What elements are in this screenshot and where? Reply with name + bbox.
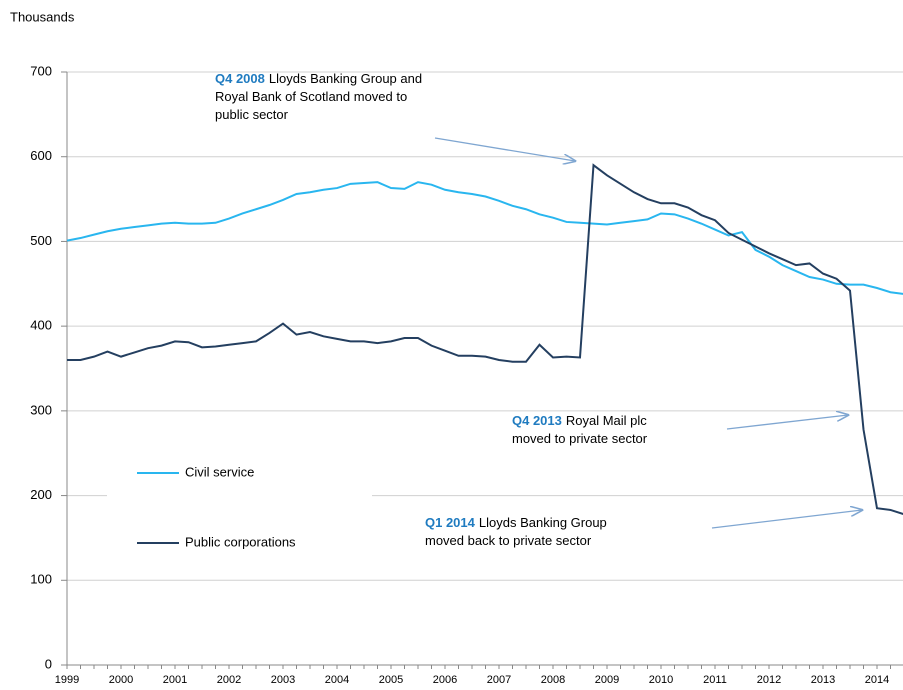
y-tick-label: 0 (45, 656, 52, 671)
y-tick-label: 600 (30, 148, 52, 163)
y-tick-label: 700 (30, 63, 52, 78)
y-tick-label: 500 (30, 233, 52, 248)
annotation-line: Royal Mail plc (566, 413, 647, 428)
x-tick-label: 2006 (433, 674, 457, 686)
annotation-arrow (434, 137, 575, 161)
annotation-text: public sector (215, 107, 289, 122)
annotation-line: moved to private sector (512, 431, 648, 446)
x-tick-label: 2010 (649, 674, 673, 686)
y-tick-label: 100 (30, 572, 52, 587)
y-tick-label: 200 (30, 487, 52, 502)
annotation-text: Royal Bank of Scotland moved to (215, 89, 407, 104)
legend-label: Civil service (185, 464, 254, 479)
annotation-arrow (726, 415, 848, 430)
x-tick-label: 2009 (595, 674, 619, 686)
annotation-text: Q1 2014 Lloyds Banking Group (425, 515, 607, 530)
y-tick-label: 400 (30, 318, 52, 333)
x-tick-label: 2002 (217, 674, 241, 686)
annotation-line: Royal Bank of Scotland moved to (215, 89, 407, 104)
x-tick-label: 1999 (55, 674, 79, 686)
annotation-text: Q4 2013 Royal Mail plc (512, 413, 647, 428)
annotation-text: Q4 2008 Lloyds Banking Group and (215, 71, 422, 86)
series-line (67, 163, 903, 515)
legend-label: Public corporations (185, 534, 296, 549)
y-tick-label: 300 (30, 402, 52, 417)
x-tick-label: 2001 (163, 674, 187, 686)
x-tick-label: 2003 (271, 674, 295, 686)
x-tick-label: 2008 (541, 674, 565, 686)
annotation-text: moved back to private sector (425, 533, 592, 548)
x-tick-label: 2005 (379, 674, 403, 686)
annotation-arrow (711, 510, 862, 529)
x-tick-label: 2012 (757, 674, 781, 686)
annotation-highlight: Q4 2013 (512, 413, 562, 428)
x-tick-label: 2013 (811, 674, 835, 686)
annotation-line: public sector (215, 107, 289, 122)
series-line (66, 181, 903, 295)
x-tick-label: 2007 (487, 674, 511, 686)
annotation-line: Lloyds Banking Group (479, 515, 607, 530)
x-tick-label: 2000 (109, 674, 133, 686)
y-axis-label: Thousands (10, 9, 75, 24)
annotation-text: moved to private sector (512, 431, 648, 446)
annotation-line: Lloyds Banking Group and (269, 71, 422, 86)
annotation-line: moved back to private sector (425, 533, 592, 548)
x-tick-label: 2014 (865, 674, 889, 686)
annotation-highlight: Q4 2008 (215, 71, 265, 86)
annotation-highlight: Q1 2014 (425, 515, 476, 530)
x-tick-label: 2004 (325, 674, 349, 686)
x-tick-label: 2011 (703, 674, 727, 686)
